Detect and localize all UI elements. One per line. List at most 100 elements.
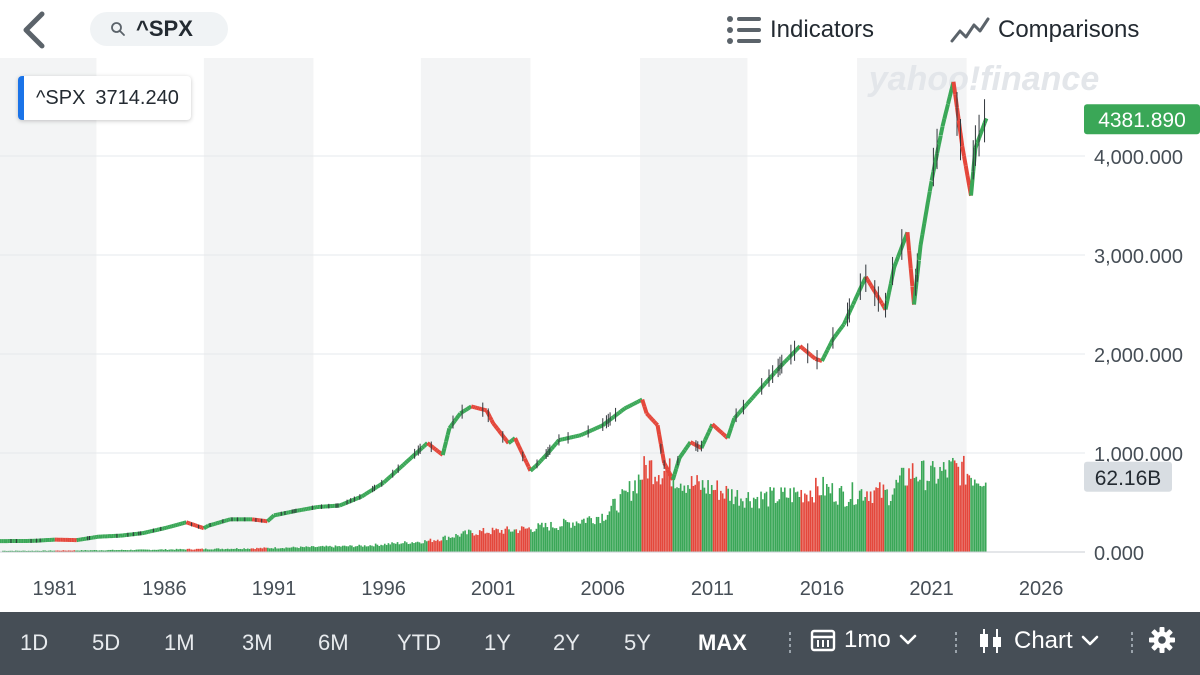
- volume-bar: [486, 532, 488, 552]
- volume-bar: [442, 536, 445, 552]
- volume-bar: [201, 548, 203, 552]
- range-button-max[interactable]: MAX: [698, 630, 747, 655]
- volume-bar: [478, 530, 481, 552]
- volume-bar: [685, 492, 687, 552]
- range-button-5d[interactable]: 5D: [92, 630, 121, 655]
- volume-bar: [583, 518, 585, 552]
- volume-bar: [279, 548, 282, 552]
- price-segment: [495, 427, 501, 432]
- price-segment: [387, 474, 393, 480]
- price-segment: [867, 281, 873, 287]
- price-segment: [944, 103, 950, 112]
- volume-bar: [769, 487, 771, 552]
- price-segment: [491, 422, 497, 428]
- symbol-search[interactable]: ^SPX: [90, 12, 228, 46]
- volume-bar: [857, 499, 859, 552]
- comparisons-button[interactable]: Comparisons: [950, 12, 1139, 48]
- volume-bar: [226, 548, 229, 552]
- volume-bar: [343, 545, 346, 552]
- chevron-down-icon: [899, 634, 916, 645]
- price-segment: [747, 398, 753, 404]
- volume-bar: [756, 496, 759, 552]
- volume-bar: [712, 490, 715, 552]
- price-segment: [435, 448, 441, 454]
- volume-bar: [809, 490, 812, 552]
- volume-bar: [868, 500, 870, 552]
- price-segment: [738, 408, 744, 414]
- volume-bar: [369, 545, 371, 552]
- volume-bar: [594, 524, 596, 552]
- toolbar-divider: [955, 632, 957, 656]
- price-segment: [440, 447, 447, 456]
- volume-bar: [935, 483, 938, 552]
- volume-bar: [221, 548, 224, 552]
- back-button[interactable]: [18, 10, 54, 50]
- volume-bar: [91, 550, 94, 552]
- volume-bar: [139, 549, 141, 552]
- volume-bar: [628, 481, 631, 552]
- volume-bar: [721, 493, 724, 552]
- volume-bar: [482, 527, 485, 552]
- volume-bar: [880, 497, 883, 552]
- indicators-button[interactable]: Indicators: [726, 12, 874, 48]
- volume-bar: [62, 550, 65, 552]
- volume-bar: [305, 546, 308, 552]
- volume-bar: [663, 470, 666, 552]
- range-button-1d[interactable]: 1D: [20, 630, 49, 655]
- volume-bar: [93, 550, 96, 552]
- price-segment: [705, 431, 711, 438]
- volume-bar: [504, 528, 507, 552]
- volume-bar: [367, 546, 370, 552]
- price-segment: [762, 382, 767, 387]
- x-tick-label: 2016: [800, 578, 845, 600]
- search-symbol-text: ^SPX: [136, 16, 193, 41]
- price-segment: [749, 396, 755, 402]
- volume-bar: [425, 541, 428, 552]
- volume-bar: [239, 548, 242, 552]
- volume-bar: [763, 493, 766, 552]
- chart-type-selector[interactable]: Chart: [976, 626, 1099, 656]
- volume-bar: [816, 486, 819, 552]
- volume-bar: [692, 485, 695, 552]
- volume-bar: [601, 513, 603, 552]
- range-button-3m[interactable]: 3M: [242, 630, 273, 655]
- volume-bar: [122, 550, 125, 552]
- volume-bar: [694, 484, 697, 552]
- volume-bar: [444, 535, 446, 552]
- settings-button[interactable]: [1148, 626, 1176, 654]
- volume-bar: [464, 530, 466, 552]
- volume-bar: [365, 546, 368, 552]
- range-button-1y[interactable]: 1Y: [484, 630, 511, 655]
- chart-canvas[interactable]: yahoo!finance 0.000 1,000.000 2,000.000 3,00…: [0, 58, 1200, 610]
- volume-bar: [888, 505, 890, 552]
- volume-bar: [46, 550, 48, 552]
- price-chart[interactable]: yahoo!finance 0.000 1,000.000 2,000.000 3,00…: [0, 58, 1200, 610]
- price-segment: [743, 402, 749, 408]
- range-button-1m[interactable]: 1M: [164, 630, 195, 655]
- volume-bar: [5, 550, 8, 552]
- volume-bar: [900, 467, 903, 552]
- price-segment: [798, 344, 804, 350]
- volume-bar: [325, 545, 328, 552]
- range-button-ytd[interactable]: YTD: [397, 630, 441, 655]
- price-segment: [754, 390, 760, 395]
- volume-bar: [827, 486, 830, 552]
- price-segment: [833, 332, 839, 338]
- volume-bar: [709, 493, 711, 552]
- price-segment: [745, 400, 751, 406]
- volume-bar: [760, 491, 762, 552]
- volume-bar: [314, 547, 317, 552]
- volume-bar: [804, 493, 806, 552]
- interval-selector[interactable]: 1mo: [810, 626, 917, 654]
- price-segment: [211, 522, 215, 527]
- volume-bar: [349, 545, 351, 552]
- volume-bar: [288, 547, 291, 552]
- range-button-6m[interactable]: 6M: [318, 630, 349, 655]
- volume-bar: [117, 550, 119, 552]
- range-button-5y[interactable]: 5Y: [624, 630, 651, 655]
- volume-bar: [511, 531, 514, 552]
- range-button-2y[interactable]: 2Y: [553, 630, 580, 655]
- volume-bar: [572, 522, 574, 552]
- volume-bar: [683, 485, 686, 552]
- volume-bar: [130, 549, 132, 552]
